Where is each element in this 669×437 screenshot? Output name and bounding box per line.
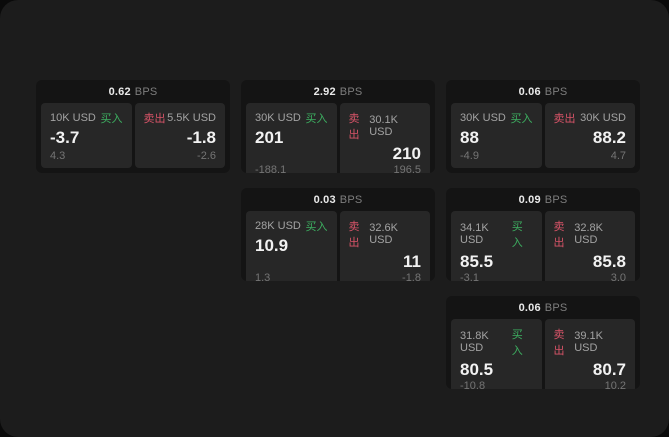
sell-amount: 39.1K USD — [574, 330, 603, 354]
spread-header: 0.06 BPS — [446, 296, 640, 319]
buy-side-label: 买入 — [511, 329, 523, 357]
bps-unit-label: BPS — [339, 193, 363, 206]
bps-unit-label: BPS — [339, 85, 363, 98]
sell-price: 210 — [392, 144, 421, 163]
buy-side-label: 买入 — [100, 113, 123, 125]
buy-side-label: 买入 — [510, 113, 533, 125]
spread-header: 2.92 BPS — [241, 80, 435, 103]
quote-card: 2.92 BPS 30K USD 买入 201 -188.1 卖出 30.1K … — [241, 80, 435, 173]
buy-price: -3.7 — [50, 128, 80, 147]
spread-header: 0.62 BPS — [36, 80, 230, 103]
spread-value: 0.06 — [518, 85, 541, 98]
quote-card: 0.06 BPS 30K USD 买入 88 -4.9 卖出 30K USD — [446, 80, 640, 173]
sell-side-label: 卖出 — [143, 113, 166, 125]
sell-quote-tile[interactable]: 卖出 39.1K USD 80.7 10.2 — [544, 319, 635, 389]
quote-cards-grid: 0.62 BPS 10K USD 买入 -3.7 4.3 卖出 5.5K USD — [36, 80, 640, 389]
bps-unit-label: BPS — [134, 85, 158, 98]
sell-price: 85.8 — [592, 252, 626, 271]
buy-quote-tile[interactable]: 28K USD 买入 10.9 1.3 — [246, 211, 337, 281]
spread-value: 0.03 — [313, 193, 336, 206]
sell-price: 80.7 — [592, 360, 626, 379]
buy-price: 85.5 — [460, 252, 494, 271]
buy-delta: -4.9 — [460, 150, 479, 162]
sell-quote-tile[interactable]: 卖出 32.6K USD 11 -1.8 — [339, 211, 430, 281]
buy-side-label: 买入 — [305, 221, 328, 233]
sell-amount: 30K USD — [580, 112, 626, 124]
buy-amount: 31.8K USD — [460, 330, 489, 354]
sell-delta: -2.6 — [197, 150, 216, 162]
quote-card: 0.06 BPS 31.8K USD 买入 80.5 -10.8 卖出 39.1… — [446, 296, 640, 389]
buy-delta: -188.1 — [255, 163, 287, 173]
sell-side-label: 卖出 — [553, 113, 576, 125]
buy-side-label: 买入 — [511, 221, 523, 249]
sell-side-label: 卖出 — [348, 221, 360, 249]
spread-value: 0.06 — [518, 301, 541, 314]
sell-side-label: 卖出 — [553, 221, 565, 249]
bps-unit-label: BPS — [544, 301, 568, 314]
sell-quote-tile[interactable]: 卖出 5.5K USD -1.8 -2.6 — [134, 103, 225, 168]
buy-delta: 1.3 — [255, 271, 271, 281]
sell-delta: -1.8 — [402, 271, 421, 281]
buy-delta: 4.3 — [50, 150, 66, 162]
sell-delta: 4.7 — [610, 150, 626, 162]
spread-value: 0.62 — [108, 85, 131, 98]
sell-price: -1.8 — [186, 128, 216, 147]
buy-quote-tile[interactable]: 34.1K USD 买入 85.5 -3.1 — [451, 211, 542, 281]
spread-value: 0.09 — [518, 193, 541, 206]
buy-quote-tile[interactable]: 30K USD 买入 201 -188.1 — [246, 103, 337, 173]
spread-header: 0.06 BPS — [446, 80, 640, 103]
buy-price: 201 — [255, 128, 284, 147]
buy-amount: 10K USD — [50, 112, 96, 124]
sell-quote-tile[interactable]: 卖出 32.8K USD 85.8 3.0 — [544, 211, 635, 281]
sell-delta: 196.5 — [393, 163, 421, 173]
buy-amount: 34.1K USD — [460, 222, 489, 246]
quote-card: 0.09 BPS 34.1K USD 买入 85.5 -3.1 卖出 32.8K… — [446, 188, 640, 281]
buy-amount: 30K USD — [460, 112, 506, 124]
buy-delta: -3.1 — [460, 271, 479, 281]
sell-price: 11 — [403, 252, 421, 271]
buy-price: 80.5 — [460, 360, 494, 379]
sell-delta: 3.0 — [610, 271, 626, 281]
bps-unit-label: BPS — [544, 85, 568, 98]
buy-side-label: 买入 — [305, 113, 328, 125]
buy-quote-tile[interactable]: 10K USD 买入 -3.7 4.3 — [41, 103, 132, 168]
sell-amount: 30.1K USD — [369, 114, 398, 138]
buy-amount: 30K USD — [255, 112, 301, 124]
buy-delta: -10.8 — [460, 379, 486, 389]
buy-amount: 28K USD — [255, 220, 301, 232]
buy-price: 88 — [460, 128, 479, 147]
sell-side-label: 卖出 — [348, 113, 360, 141]
sell-amount: 5.5K USD — [167, 112, 216, 124]
sell-side-label: 卖出 — [553, 329, 565, 357]
sell-price: 88.2 — [592, 128, 626, 147]
buy-quote-tile[interactable]: 30K USD 买入 88 -4.9 — [451, 103, 542, 168]
quote-card: 0.03 BPS 28K USD 买入 10.9 1.3 卖出 32.6K US… — [241, 188, 435, 281]
spread-value: 2.92 — [313, 85, 336, 98]
buy-price: 10.9 — [255, 236, 289, 255]
sell-amount: 32.8K USD — [574, 222, 603, 246]
sell-quote-tile[interactable]: 卖出 30K USD 88.2 4.7 — [544, 103, 635, 168]
quote-card: 0.62 BPS 10K USD 买入 -3.7 4.3 卖出 5.5K USD — [36, 80, 230, 173]
sell-delta: 10.2 — [604, 379, 626, 389]
spread-header: 0.09 BPS — [446, 188, 640, 211]
buy-quote-tile[interactable]: 31.8K USD 买入 80.5 -10.8 — [451, 319, 542, 389]
sell-quote-tile[interactable]: 卖出 30.1K USD 210 196.5 — [339, 103, 430, 173]
spread-header: 0.03 BPS — [241, 188, 435, 211]
bps-unit-label: BPS — [544, 193, 568, 206]
sell-amount: 32.6K USD — [369, 222, 398, 246]
